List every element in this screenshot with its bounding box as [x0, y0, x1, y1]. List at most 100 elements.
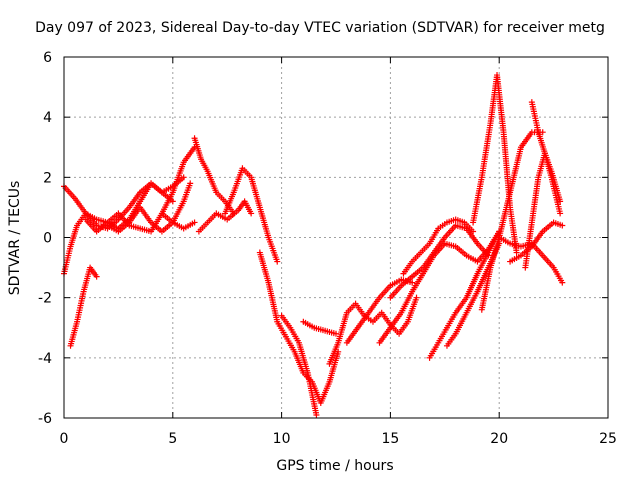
data-point	[134, 224, 141, 231]
data-point	[440, 236, 447, 243]
data-point	[396, 284, 403, 291]
sat-track-9	[222, 165, 281, 265]
data-point	[256, 202, 263, 209]
data-point	[473, 290, 480, 297]
data-point	[273, 316, 280, 323]
data-point	[487, 122, 494, 129]
x-tick-label: 5	[168, 431, 177, 447]
data-point	[73, 224, 80, 231]
sat-track-25	[528, 99, 564, 205]
data-point	[396, 277, 403, 284]
data-point	[304, 367, 311, 374]
data-point	[157, 187, 164, 194]
data-point	[484, 251, 491, 258]
data-point	[91, 215, 98, 222]
sat-track-12	[300, 318, 339, 337]
sat-track-4	[82, 144, 198, 235]
data-point	[528, 221, 535, 228]
data-point	[548, 220, 555, 227]
x-tick-label: 15	[381, 431, 399, 447]
x-tick-label: 25	[599, 431, 617, 447]
data-point	[203, 166, 210, 173]
data-point	[325, 381, 332, 388]
data-point	[319, 327, 326, 334]
data-point	[441, 220, 448, 227]
data-point	[418, 272, 425, 279]
x-axis-label: GPS time / hours	[276, 458, 393, 474]
x-tick-label: 10	[273, 431, 291, 447]
data-point	[556, 208, 563, 215]
data-point	[334, 341, 341, 348]
data-point	[538, 230, 545, 237]
y-tick-label: 0	[43, 231, 52, 247]
data-point	[124, 206, 131, 213]
data-point	[461, 251, 468, 258]
data-point	[66, 245, 73, 252]
data-point	[535, 176, 542, 183]
x-tick-label: 0	[60, 431, 69, 447]
data-point	[186, 182, 193, 189]
y-tick-label: -2	[38, 291, 52, 307]
data-point	[504, 239, 511, 246]
data-point	[407, 275, 414, 282]
data-point	[451, 332, 458, 339]
data-point	[434, 227, 441, 234]
data-point	[408, 290, 415, 297]
data-point	[375, 296, 382, 303]
data-point	[135, 191, 142, 198]
data-point	[534, 126, 541, 133]
chart-title: Day 097 of 2023, Sidereal Day-to-day VTE…	[35, 20, 605, 36]
data-point	[403, 320, 410, 327]
data-point	[247, 208, 254, 215]
data-point	[290, 346, 297, 353]
data-point	[124, 220, 131, 227]
data-point	[168, 191, 175, 198]
data-point	[202, 221, 209, 228]
data-point	[468, 226, 475, 233]
data-point	[92, 220, 99, 227]
sat-track-17	[400, 216, 477, 277]
sat-track-5	[104, 180, 194, 235]
data-point	[424, 242, 431, 249]
data-point	[73, 320, 80, 327]
data-point	[386, 326, 393, 333]
data-point	[264, 232, 271, 239]
data-point	[211, 212, 218, 219]
data-point	[312, 409, 319, 416]
data-point	[334, 350, 341, 357]
data-point	[442, 326, 449, 333]
data-point	[473, 272, 480, 279]
data-point	[330, 330, 337, 337]
data-point	[407, 260, 414, 267]
data-point	[189, 220, 196, 227]
data-point	[179, 200, 186, 207]
data-point	[264, 277, 271, 284]
data-point	[478, 176, 485, 183]
data-point	[385, 319, 392, 326]
data-point	[538, 250, 545, 257]
sat-track-7	[191, 135, 237, 217]
data-point	[487, 266, 494, 273]
data-point	[416, 251, 423, 258]
sat-track-21	[478, 129, 546, 313]
data-point	[294, 337, 301, 344]
y-tick-label: -4	[38, 351, 52, 367]
data-point	[135, 200, 142, 207]
data-point	[434, 341, 441, 348]
data-point	[197, 154, 204, 161]
sat-track-11	[278, 312, 320, 418]
data-point	[80, 290, 87, 297]
data-point	[353, 326, 360, 333]
x-tick-label: 20	[490, 431, 508, 447]
data-point	[506, 191, 513, 198]
data-point	[179, 161, 186, 168]
data-point	[557, 221, 564, 228]
data-point	[167, 217, 174, 224]
data-point	[385, 284, 392, 291]
data-point	[212, 187, 219, 194]
data-point	[343, 311, 350, 318]
data-point	[178, 175, 185, 182]
data-point	[450, 242, 457, 249]
